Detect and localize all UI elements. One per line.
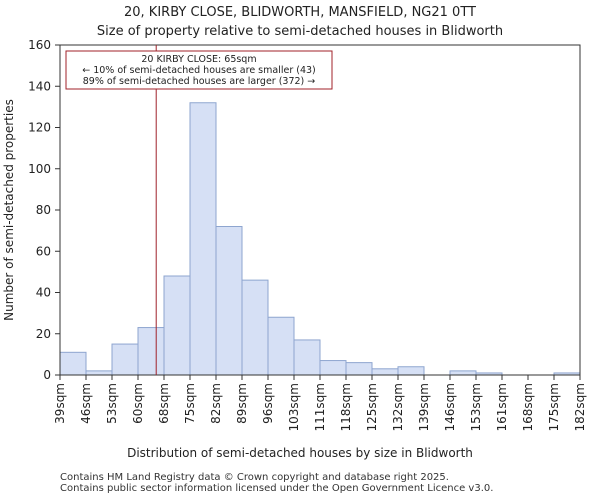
x-tick-label: 96sqm <box>261 383 275 424</box>
histogram-bar <box>215 226 243 376</box>
histogram-bar <box>241 279 269 376</box>
x-tick-label: 175sqm <box>547 383 561 431</box>
x-tick-label: 111sqm <box>313 383 327 431</box>
x-axis: 39sqm 46sqm 53sqm 60sqm 68sqm 75sqm 82sqm 89sqm… <box>53 375 587 431</box>
histogram-bar <box>449 370 477 376</box>
histogram-bar <box>267 316 295 376</box>
x-tick-label: 146sqm <box>443 383 457 431</box>
x-tick-label: 153sqm <box>469 383 483 431</box>
histogram-bar <box>59 351 87 376</box>
y-axis-label: Number of semi-detached properties <box>2 99 16 321</box>
x-tick-label: 125sqm <box>365 383 379 431</box>
chart-subtitle: Size of property relative to semi-detach… <box>97 24 503 39</box>
footer-line2: Contains public sector information licen… <box>60 483 494 494</box>
x-tick-label: 103sqm <box>287 383 301 431</box>
y-tick-label: 140 <box>28 79 51 93</box>
x-tick-label: 75sqm <box>183 383 197 424</box>
x-tick-label: 118sqm <box>339 383 353 431</box>
annotation-frame <box>65 50 333 90</box>
x-tick-label: 68sqm <box>157 383 171 424</box>
x-tick-label: 132sqm <box>391 383 405 431</box>
plot-frame <box>59 44 581 376</box>
x-tick-label: 168sqm <box>521 383 535 431</box>
footer-line1: Contains HM Land Registry data © Crown c… <box>60 472 449 483</box>
x-tick-label: 39sqm <box>53 383 67 424</box>
histogram-bar <box>371 368 399 376</box>
histogram-bar <box>85 370 113 376</box>
histogram-bar <box>397 366 425 376</box>
chart-title: 20, KIRBY CLOSE, BLIDWORTH, MANSFIELD, N… <box>124 5 476 20</box>
histogram-bar <box>111 343 139 376</box>
annotation-label-line2: ← 10% of semi-detached houses are smalle… <box>82 65 316 76</box>
x-tick-label: 89sqm <box>235 383 249 424</box>
x-tick-label: 60sqm <box>131 383 145 424</box>
annotation-box: 20 KIRBY CLOSE: 65sqm ← 10% of semi-deta… <box>65 50 333 90</box>
x-tick-label: 161sqm <box>495 383 509 431</box>
x-tick-label: 82sqm <box>209 383 223 424</box>
histogram-bar <box>319 360 347 376</box>
histogram-bar <box>163 275 191 376</box>
y-tick-label: 160 <box>28 38 51 52</box>
histogram-bar <box>189 102 217 376</box>
y-tick-label: 100 <box>28 162 51 176</box>
histogram-bar <box>345 362 373 376</box>
x-axis-label: Distribution of semi-detached houses by … <box>127 446 473 460</box>
y-tick-label: 0 <box>43 368 51 382</box>
y-tick-label: 80 <box>36 203 51 217</box>
histogram-bar <box>293 339 321 376</box>
annotation-label-line1: 20 KIRBY CLOSE: 65sqm <box>141 54 256 65</box>
annotation-label-line3: 89% of semi-detached houses are larger (… <box>83 76 316 87</box>
y-tick-label: 60 <box>36 244 51 258</box>
x-tick-label: 46sqm <box>79 383 93 424</box>
x-tick-label: 182sqm <box>573 383 587 431</box>
y-tick-label: 120 <box>28 121 51 135</box>
y-axis: 0 20 40 60 80 100 120 140 160 <box>28 38 60 382</box>
x-tick-label: 53sqm <box>105 383 119 424</box>
y-tick-label: 20 <box>36 327 51 341</box>
y-tick-label: 40 <box>36 286 51 300</box>
x-tick-label: 139sqm <box>417 383 431 431</box>
histogram-bar <box>137 327 165 376</box>
bars-group <box>59 102 581 376</box>
